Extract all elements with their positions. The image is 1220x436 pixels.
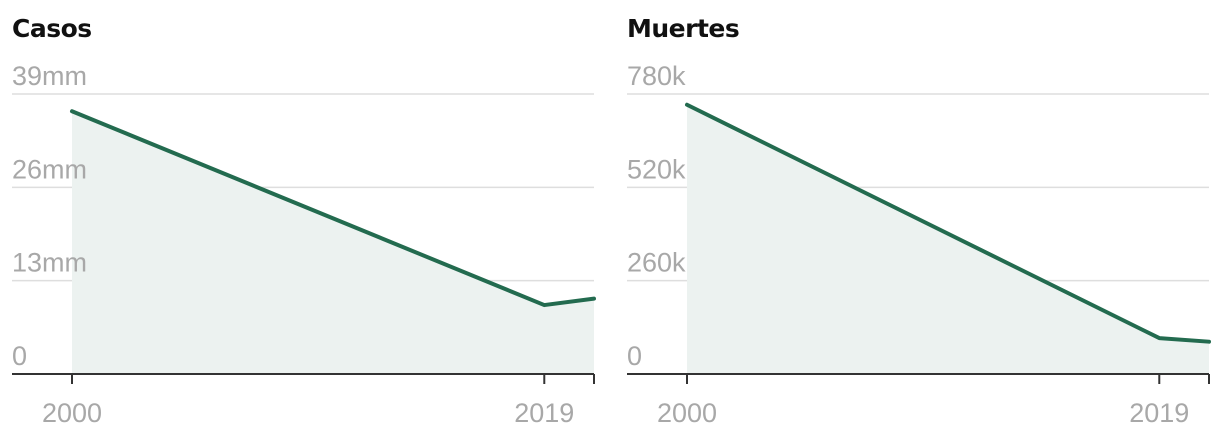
y-tick-label: 780k (627, 61, 686, 91)
x-tick-label: 2019 (1129, 398, 1189, 428)
y-tick-label: 0 (627, 341, 642, 371)
series-line (685, 102, 1211, 344)
x-tick-label: 2000 (657, 398, 717, 428)
y-tick-label: 26mm (12, 154, 87, 184)
series-line (70, 109, 596, 308)
muertes-chart-title: Muertes (627, 14, 740, 43)
y-tick-label: 260k (627, 248, 686, 278)
muertes-chart-panel: Muertes 0 260k 520k 780k 2000 2019 (615, 0, 1215, 436)
x-tick-label: 2000 (42, 398, 102, 428)
casos-chart-panel: Casos 0 13mm 26mm 39mm 2000 2019 (0, 0, 600, 436)
y-tick-label: 520k (627, 154, 686, 184)
y-tick-label: 0 (12, 341, 27, 371)
casos-chart: 0 13mm 26mm 39mm 2000 2019 (12, 61, 596, 428)
x-tick-label: 2019 (514, 398, 574, 428)
area-fill (687, 104, 1209, 375)
y-tick-label: 13mm (12, 248, 87, 278)
y-tick-label: 39mm (12, 61, 87, 91)
muertes-chart: 0 260k 520k 780k 2000 2019 (627, 61, 1211, 428)
casos-chart-title: Casos (12, 14, 92, 43)
area-fill (72, 111, 594, 374)
